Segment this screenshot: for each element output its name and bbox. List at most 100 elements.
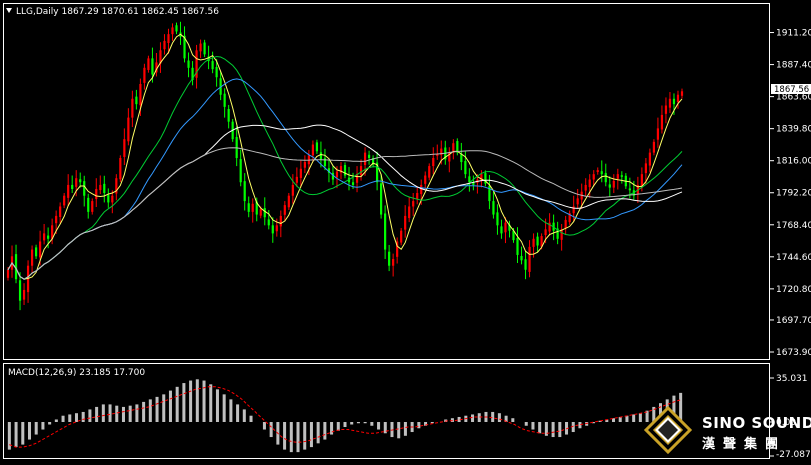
price-tick-label: 1887.40 [776,61,811,71]
candle [384,205,387,259]
candle [460,142,463,171]
candle [596,167,599,175]
candle [367,150,371,165]
candle [608,176,611,198]
candle [516,227,519,264]
candle [388,244,391,272]
macd-tick-label: 35.031 [776,374,808,384]
macd-signal-group [9,386,681,448]
candle [295,167,298,187]
candle [408,197,411,223]
candle [472,175,475,191]
down-triangle-icon[interactable] [6,8,12,13]
current-price-box [771,84,811,94]
candle [127,108,130,146]
candle [504,217,507,244]
candle [536,232,539,253]
candle [464,151,467,179]
candle [564,215,567,236]
candle [195,44,198,89]
candle [235,126,238,167]
candle [524,251,527,280]
price-tick-label: 1816.00 [776,157,811,167]
candle [159,42,162,73]
ma-gray-line [7,147,683,280]
price-axis: 1911.20 1887.40 1863.60 1839.80 1816.00 1792.… [770,29,811,358]
candle [556,221,559,245]
candle [371,155,375,168]
candle [600,160,603,183]
candle [452,139,455,160]
candle [359,159,363,181]
candle [143,63,146,90]
candle [18,272,22,311]
candle [592,170,595,187]
candle [468,168,471,192]
candle [436,144,439,160]
candle [508,220,511,238]
candle [620,171,623,184]
candle [664,97,668,124]
candle [588,174,591,198]
candle [528,240,531,278]
candle [123,128,126,166]
candle [500,219,503,239]
candle [203,39,206,58]
candle [59,202,62,224]
main-panel-frame [3,3,770,360]
candle [191,61,194,86]
candle [107,188,110,208]
candle [656,117,660,148]
price-tick-label: 1697.70 [776,316,811,326]
candle [404,205,407,238]
candle [315,139,319,154]
candle [448,147,451,173]
candle [131,90,134,128]
macd-axis: 35.031 0.00 -27.087 [770,374,811,460]
macd-panel-frame [3,363,770,459]
price-tick-label: 1911.20 [776,29,811,39]
candle [520,246,523,265]
candle [428,163,431,181]
price-tick-label: 1839.80 [776,125,811,135]
candle [30,245,34,273]
brand-name-cn: 漢聲集團 [702,436,786,452]
candle [400,228,403,246]
candle [484,170,487,187]
candle [604,163,607,187]
macd-tick-label: -27.087 [776,450,811,460]
candle [175,22,178,35]
candle [283,201,286,222]
candle [416,186,419,205]
candle [271,217,274,243]
candle [227,104,230,129]
candle [355,166,359,193]
candle [167,28,170,54]
candle [412,193,415,216]
current-price-label: 1867.56 [774,85,809,95]
candle [243,173,246,211]
brand-name-en: SINO SOUND [702,414,811,432]
candle [47,227,50,249]
candle [211,51,214,74]
candle [155,53,158,77]
candle [34,244,38,259]
candle [179,21,182,45]
candle [171,23,174,41]
candle [147,55,150,73]
candle [71,175,74,194]
candle [215,58,218,87]
candle [287,193,290,210]
candle [456,138,459,156]
candle [644,158,647,184]
candle [187,52,190,78]
candle [343,162,347,179]
ma-green-line [7,55,683,280]
candle [652,139,656,156]
ma-blue-line [7,78,683,280]
candle [299,160,302,188]
ma-yellow-line [7,33,683,280]
candle [668,92,672,114]
candle [496,204,499,235]
